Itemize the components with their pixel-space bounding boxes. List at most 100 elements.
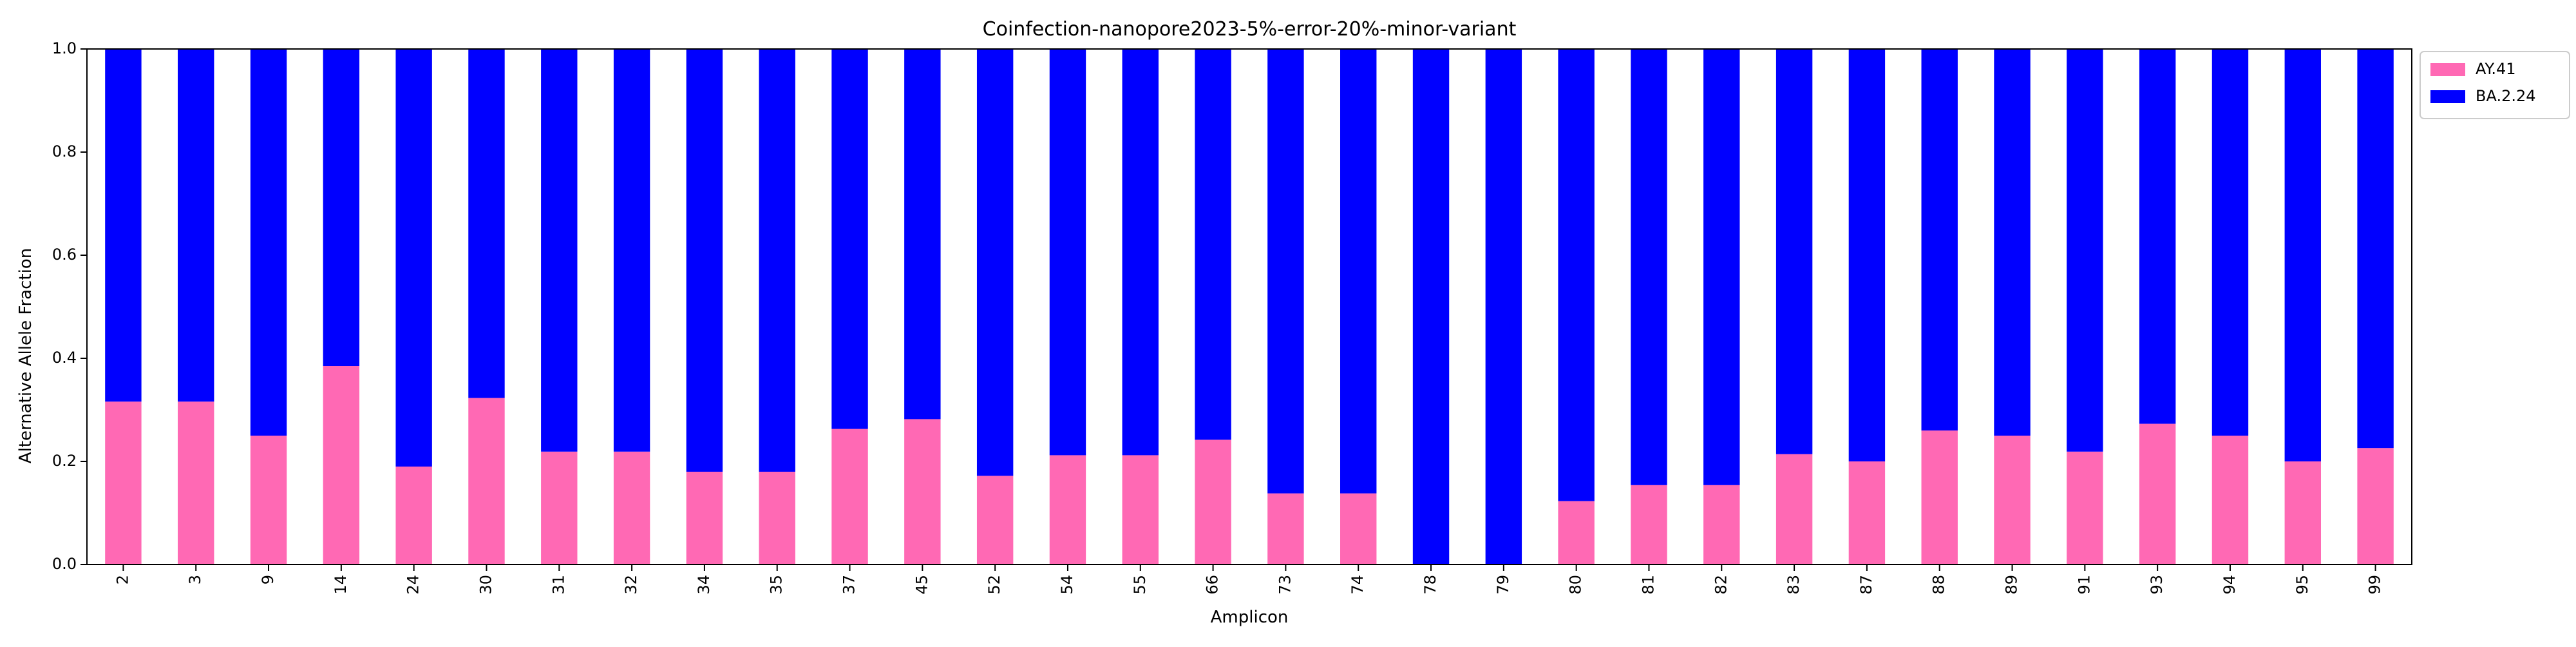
- x-tick-label: 87: [1857, 575, 1875, 595]
- legend: AY.41 BA.2.24: [2420, 51, 2570, 119]
- bar-ba-2-24-34: [686, 49, 723, 472]
- bar-ba-2-24-89: [1994, 49, 2031, 436]
- bar-ay-41-24: [395, 467, 432, 565]
- bar-ba-2-24-88: [1921, 49, 1958, 430]
- bar-ay-41-88: [1921, 430, 1958, 565]
- y-tick-label: 0.4: [52, 349, 77, 367]
- bar-ba-2-24-73: [1267, 49, 1304, 494]
- bar-ay-41-82: [1703, 485, 1740, 565]
- bar-ba-2-24-95: [2284, 49, 2321, 461]
- bar-ba-2-24-2: [105, 49, 142, 402]
- x-tick-label: 52: [985, 575, 1003, 595]
- bar-ay-41-87: [1848, 461, 1886, 565]
- bar-ay-41-30: [468, 398, 505, 565]
- y-tick-label: 0.8: [52, 142, 77, 160]
- plot-frame: [86, 48, 2412, 565]
- bar-ba-2-24-78: [1412, 49, 1450, 565]
- x-tick-label: 9: [259, 575, 277, 584]
- bar-ay-41-93: [2139, 423, 2176, 565]
- bar-ba-2-24-45: [904, 49, 941, 420]
- bar-ba-2-24-91: [2067, 49, 2103, 452]
- bar-ba-2-24-35: [759, 49, 795, 472]
- x-tick-label: 79: [1494, 575, 1512, 595]
- legend-label-ba-2-24: BA.2.24: [2476, 87, 2536, 105]
- bar-ba-2-24-37: [831, 49, 868, 429]
- bar-ay-41-89: [1994, 436, 2031, 565]
- x-tick-label: 3: [186, 575, 204, 584]
- x-tick-label: 78: [1421, 575, 1439, 595]
- bar-ba-2-24-32: [613, 49, 650, 452]
- bar-ba-2-24-79: [1485, 49, 1522, 565]
- x-tick-label: 35: [768, 575, 786, 595]
- bar-ba-2-24-54: [1049, 49, 1086, 456]
- legend-swatch-ay-41: [2430, 63, 2465, 76]
- bar-ba-2-24-31: [541, 49, 578, 452]
- x-tick-label: 24: [404, 575, 422, 595]
- bar-ba-2-24-9: [250, 49, 287, 436]
- bar-ba-2-24-24: [395, 49, 432, 467]
- bar-ay-41-99: [2357, 448, 2394, 565]
- x-tick-label: 2: [113, 575, 131, 584]
- bar-ba-2-24-52: [976, 49, 1014, 476]
- x-tick-label: 55: [1131, 575, 1149, 595]
- bar-ay-41-95: [2284, 461, 2321, 565]
- x-tick-label: 66: [1204, 575, 1222, 595]
- bar-ay-41-91: [2067, 451, 2103, 565]
- bar-ay-41-74: [1340, 493, 1377, 565]
- x-tick-label: 31: [549, 575, 567, 595]
- bar-ba-2-24-87: [1848, 49, 1886, 461]
- bar-ba-2-24-81: [1631, 49, 1667, 485]
- bar-ba-2-24-93: [2139, 49, 2176, 424]
- y-tick-label: 1.0: [52, 39, 77, 57]
- x-axis-label: Amplicon: [1211, 608, 1289, 627]
- bar-ay-41-32: [613, 451, 650, 565]
- x-tick-label: 14: [332, 575, 350, 595]
- x-tick-label: 82: [1712, 575, 1730, 595]
- bar-ay-41-81: [1631, 485, 1667, 565]
- chart-title: Coinfection-nanopore2023-5%-error-20%-mi…: [983, 18, 1517, 41]
- bar-ay-41-73: [1267, 493, 1304, 565]
- bar-ay-41-37: [831, 429, 868, 565]
- bar-ba-2-24-66: [1195, 49, 1231, 440]
- bar-ay-41-80: [1558, 501, 1595, 565]
- bar-ay-41-35: [759, 472, 795, 565]
- x-tick-label: 91: [2075, 575, 2093, 595]
- bar-ba-2-24-55: [1122, 49, 1159, 456]
- y-tick-label: 0.2: [52, 452, 77, 470]
- x-tick-label: 54: [1058, 575, 1076, 595]
- bar-ba-2-24-14: [323, 49, 360, 366]
- bar-ay-41-2: [105, 401, 142, 565]
- bar-ay-41-45: [904, 419, 941, 565]
- bar-ba-2-24-99: [2357, 49, 2394, 449]
- x-tick-label: 81: [1639, 575, 1657, 595]
- bar-ay-41-83: [1776, 454, 1813, 565]
- bar-ay-41-66: [1195, 439, 1231, 565]
- x-tick-label: 30: [477, 575, 495, 595]
- x-tick-label: 89: [2003, 575, 2021, 595]
- x-tick-label: 83: [1785, 575, 1803, 595]
- bar-ay-41-3: [178, 401, 214, 565]
- bar-ay-41-34: [686, 472, 723, 565]
- bar-ay-41-55: [1122, 455, 1159, 565]
- plot-area: 2 3 9 14 24 30 31 32 34 35 37 45 52 54 55 66 73 74 78 79 80 8…: [52, 39, 2412, 595]
- x-tick-label: 93: [2148, 575, 2166, 595]
- x-tick-label: 95: [2293, 575, 2311, 595]
- bar-ba-2-24-80: [1558, 49, 1595, 501]
- x-tick-label: 37: [840, 575, 858, 595]
- y-tick-label: 0.0: [52, 555, 77, 573]
- x-tick-label: 73: [1276, 575, 1294, 595]
- x-tick-label: 94: [2221, 575, 2239, 595]
- legend-swatch-ba-2-24: [2430, 90, 2465, 103]
- x-tick-label: 34: [695, 575, 713, 595]
- x-tick-label: 99: [2366, 575, 2384, 595]
- bar-ba-2-24-82: [1703, 49, 1740, 485]
- bar-ay-41-9: [250, 436, 287, 565]
- bar-ba-2-24-94: [2211, 49, 2249, 436]
- bar-ay-41-31: [541, 451, 578, 565]
- bar-ba-2-24-3: [178, 49, 214, 402]
- y-axis-label: Alternative Allele Fraction: [16, 248, 35, 463]
- bar-ba-2-24-30: [468, 49, 505, 398]
- bar-ba-2-24-74: [1340, 49, 1377, 494]
